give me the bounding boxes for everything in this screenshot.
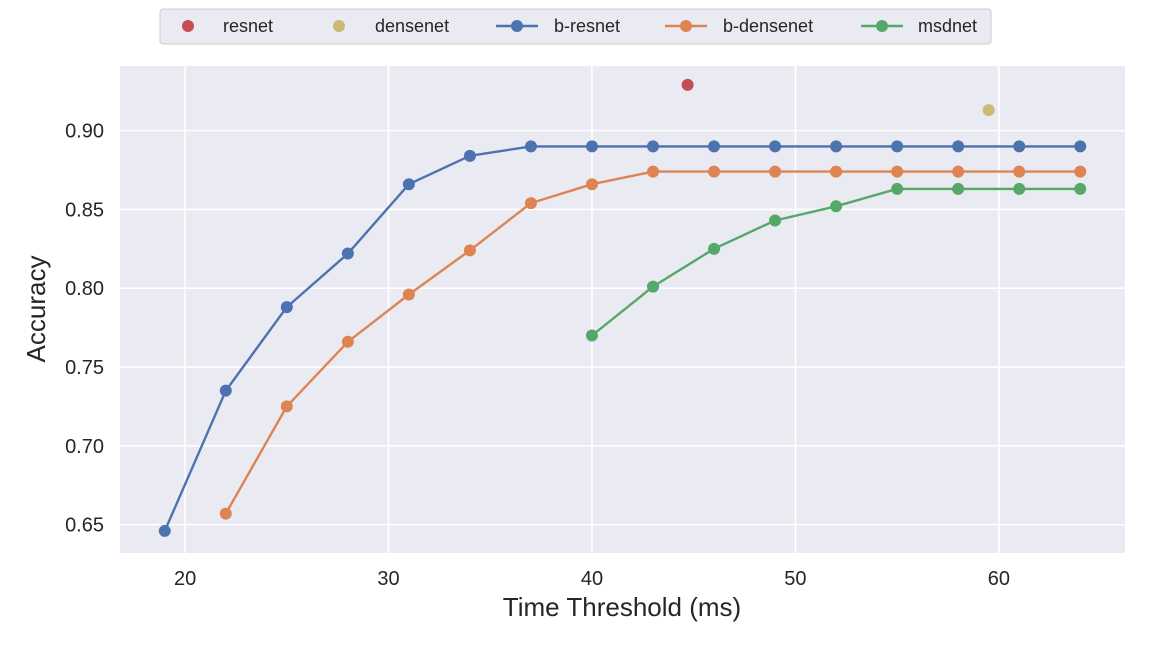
legend-label: b-resnet bbox=[554, 16, 620, 36]
series-b-densenet bbox=[219, 165, 1087, 520]
x-tick-label: 40 bbox=[581, 568, 603, 590]
data-point bbox=[280, 301, 293, 314]
data-point bbox=[402, 288, 415, 301]
data-point bbox=[585, 140, 598, 153]
data-point bbox=[681, 78, 694, 91]
legend: resnet densenet b-resnet b-densenet msdnet bbox=[159, 8, 992, 45]
data-point bbox=[769, 165, 782, 178]
y-tick-label: 0.90 bbox=[65, 121, 104, 143]
data-point bbox=[402, 178, 415, 191]
series-resnet bbox=[681, 78, 694, 91]
y-tick-label: 0.75 bbox=[65, 357, 104, 379]
data-point bbox=[830, 200, 843, 213]
legend-marker bbox=[511, 20, 523, 32]
x-axis-label: Time Threshold (ms) bbox=[503, 592, 741, 622]
x-tick-label: 20 bbox=[174, 568, 196, 590]
legend-label: msdnet bbox=[918, 16, 977, 36]
x-tick-labels: 20 30 40 50 60 bbox=[174, 568, 1010, 590]
data-point bbox=[463, 149, 476, 162]
series-line bbox=[163, 145, 1081, 532]
data-point bbox=[647, 140, 660, 153]
legend-item-resnet: resnet bbox=[182, 16, 273, 36]
data-point bbox=[982, 104, 995, 117]
data-point bbox=[463, 244, 476, 257]
y-tick-label: 0.85 bbox=[65, 199, 104, 221]
data-point bbox=[952, 140, 965, 153]
data-point bbox=[769, 214, 782, 227]
data-point bbox=[219, 384, 232, 397]
data-point bbox=[585, 329, 598, 342]
series-densenet bbox=[982, 104, 995, 117]
series-msdnet bbox=[585, 182, 1087, 342]
data-point bbox=[1074, 140, 1087, 153]
data-point bbox=[524, 197, 537, 210]
data-point bbox=[891, 140, 904, 153]
data-point bbox=[769, 140, 782, 153]
plot-background bbox=[120, 66, 1125, 553]
data-point bbox=[647, 280, 660, 293]
data-point bbox=[891, 165, 904, 178]
data-point bbox=[524, 140, 537, 153]
data-point bbox=[1013, 140, 1026, 153]
y-tick-label: 0.80 bbox=[65, 278, 104, 300]
legend-label: resnet bbox=[223, 16, 273, 36]
x-tick-label: 60 bbox=[988, 568, 1010, 590]
data-point bbox=[708, 165, 721, 178]
y-tick-label: 0.65 bbox=[65, 515, 104, 537]
data-point bbox=[952, 182, 965, 195]
data-point bbox=[708, 140, 721, 153]
data-point bbox=[1013, 165, 1026, 178]
data-point bbox=[280, 400, 293, 413]
legend-marker bbox=[680, 20, 692, 32]
data-point bbox=[1074, 182, 1087, 195]
legend-item-densenet: densenet bbox=[333, 16, 449, 36]
legend-marker bbox=[876, 20, 888, 32]
data-point bbox=[952, 165, 965, 178]
data-point bbox=[1013, 182, 1026, 195]
data-point bbox=[341, 335, 354, 348]
legend-marker bbox=[182, 20, 194, 32]
legend-marker bbox=[333, 20, 345, 32]
data-point bbox=[891, 182, 904, 195]
data-point bbox=[830, 140, 843, 153]
data-point bbox=[708, 242, 721, 255]
legend-item-b-resnet: b-resnet bbox=[496, 16, 620, 36]
x-tick-label: 30 bbox=[377, 568, 399, 590]
legend-item-b-densenet: b-densenet bbox=[665, 16, 813, 36]
legend-label: densenet bbox=[375, 16, 449, 36]
y-tick-labels: 0.65 0.70 0.75 0.80 0.85 0.90 bbox=[65, 121, 104, 537]
data-point bbox=[158, 524, 171, 537]
x-tick-label: 50 bbox=[784, 568, 806, 590]
legend-item-msdnet: msdnet bbox=[861, 16, 977, 36]
data-point bbox=[219, 507, 232, 520]
legend-frame bbox=[159, 8, 992, 45]
data-point bbox=[1074, 165, 1087, 178]
y-axis-label: Accuracy bbox=[21, 256, 51, 363]
data-point bbox=[647, 165, 660, 178]
data-point bbox=[341, 247, 354, 260]
data-point bbox=[830, 165, 843, 178]
y-tick-label: 0.70 bbox=[65, 436, 104, 458]
data-point bbox=[585, 178, 598, 191]
series-b-resnet bbox=[158, 140, 1087, 537]
legend-label: b-densenet bbox=[723, 16, 813, 36]
data-series bbox=[158, 78, 1087, 537]
